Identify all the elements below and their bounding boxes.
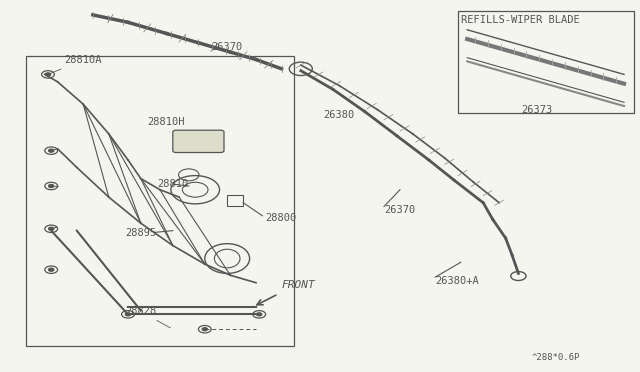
- Text: 28810A: 28810A: [51, 55, 102, 73]
- Text: ^288*0.6P: ^288*0.6P: [531, 353, 580, 362]
- Text: 26380: 26380: [323, 110, 355, 120]
- Text: FRONT: FRONT: [282, 280, 316, 289]
- Circle shape: [49, 227, 54, 230]
- Circle shape: [125, 313, 131, 316]
- Text: 26380+A: 26380+A: [435, 276, 479, 286]
- Text: 28800: 28800: [266, 213, 297, 222]
- Bar: [458, 11, 634, 113]
- Circle shape: [45, 73, 51, 76]
- Circle shape: [49, 268, 54, 271]
- Bar: [227, 195, 243, 206]
- Text: 26373: 26373: [522, 105, 553, 115]
- Circle shape: [257, 313, 262, 316]
- FancyBboxPatch shape: [173, 130, 224, 153]
- Text: REFILLS-WIPER BLADE: REFILLS-WIPER BLADE: [461, 16, 580, 25]
- Bar: [26, 56, 294, 346]
- Text: 28810H: 28810H: [147, 116, 185, 132]
- Text: 28828: 28828: [125, 306, 170, 328]
- Circle shape: [202, 328, 207, 331]
- Text: 26370: 26370: [384, 205, 415, 215]
- Circle shape: [49, 185, 54, 187]
- Circle shape: [49, 149, 54, 152]
- Text: 26370: 26370: [211, 42, 243, 51]
- Text: 28895: 28895: [125, 228, 156, 237]
- Text: 28810: 28810: [157, 179, 188, 189]
